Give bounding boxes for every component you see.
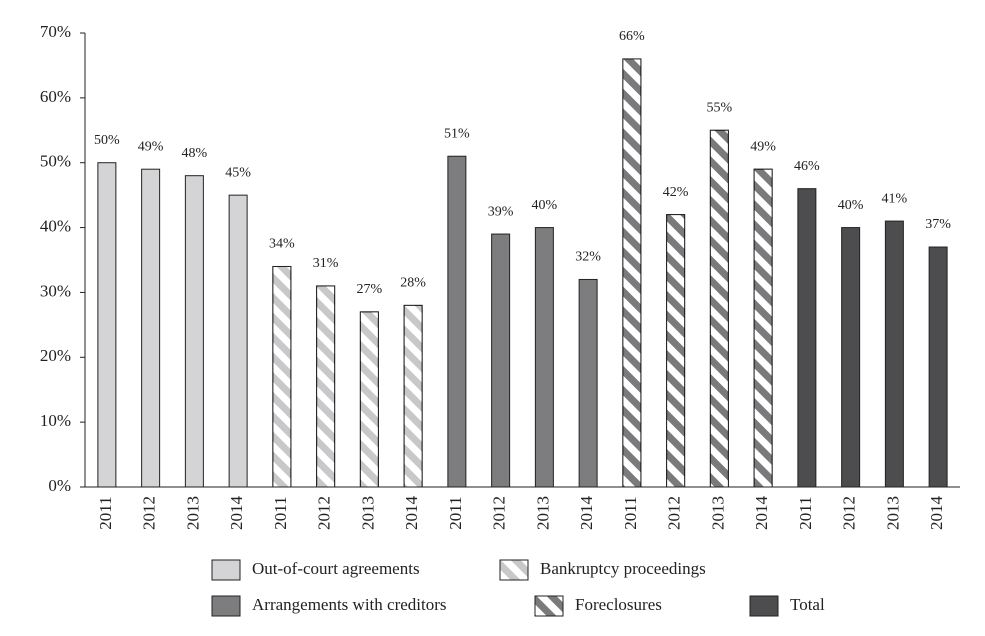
value-label: 55% (707, 101, 733, 116)
x-tick-label: 2014 (402, 496, 421, 531)
bar-group (228, 194, 248, 488)
value-label: 46% (794, 159, 820, 174)
x-tick-label: 2012 (315, 496, 334, 530)
bar (447, 155, 467, 488)
bar-group (97, 162, 117, 488)
value-label: 39% (488, 204, 514, 219)
legend-label: Out-of-court agreements (252, 559, 420, 578)
x-tick-label: 2013 (708, 496, 727, 530)
y-tick-label: 40% (40, 216, 71, 235)
legend-label: Total (790, 595, 825, 614)
x-tick-label: 2014 (577, 496, 596, 531)
legend-label: Foreclosures (575, 595, 662, 614)
bar-group (622, 58, 642, 488)
x-tick-label: 2012 (140, 496, 159, 530)
bar (184, 175, 204, 488)
legend-swatch (749, 595, 779, 617)
x-tick-label: 2011 (446, 496, 465, 529)
y-tick-label: 30% (40, 281, 71, 300)
bar-group (534, 227, 554, 488)
x-tick-label: 2011 (621, 496, 640, 529)
bar-group (272, 265, 292, 488)
value-label: 32% (575, 250, 601, 265)
x-tick-label: 2014 (227, 496, 246, 531)
x-tick-label: 2012 (840, 496, 859, 530)
x-tick-label: 2013 (533, 496, 552, 530)
bar-group (447, 155, 467, 488)
bar-group (666, 214, 686, 488)
y-tick-label: 70% (40, 22, 71, 41)
y-tick-label: 0% (48, 476, 71, 495)
bar-hatch (709, 129, 729, 488)
bar-hatch (753, 168, 773, 488)
bar-hatch (359, 311, 379, 488)
x-tick-label: 2013 (883, 496, 902, 530)
bar-group (359, 311, 379, 488)
value-label: 37% (925, 217, 951, 232)
value-label: 40% (532, 198, 558, 213)
x-tick-label: 2013 (358, 496, 377, 530)
bar (928, 246, 948, 488)
bar (141, 168, 161, 488)
bar-group (797, 188, 817, 488)
bar-group (578, 278, 598, 488)
bar (534, 227, 554, 488)
legend-label: Arrangements with creditors (252, 595, 447, 614)
value-label: 49% (138, 139, 164, 154)
value-label: 28% (400, 276, 426, 291)
x-tick-label: 2011 (271, 496, 290, 529)
value-label: 42% (663, 185, 689, 200)
value-label: 50% (94, 133, 120, 148)
value-label: 48% (182, 146, 208, 161)
value-label: 49% (750, 139, 776, 154)
bar (97, 162, 117, 488)
y-tick-label: 60% (40, 87, 71, 106)
bar-group (709, 129, 729, 488)
bar-group (884, 220, 904, 488)
bar-group (491, 233, 511, 488)
bar-group (753, 168, 773, 488)
legend-swatch (211, 559, 241, 581)
value-label: 51% (444, 126, 470, 141)
bar-group (316, 285, 336, 488)
value-label: 34% (269, 237, 295, 252)
bar-group (184, 175, 204, 488)
bar (884, 220, 904, 488)
y-tick-label: 10% (40, 411, 71, 430)
x-tick-label: 2013 (183, 496, 202, 530)
bar (578, 278, 598, 488)
bar (228, 194, 248, 488)
legend-swatch (211, 595, 241, 617)
bar-group (141, 168, 161, 488)
bar-group (403, 304, 423, 488)
bar-hatch (666, 214, 686, 488)
value-label: 27% (357, 282, 383, 297)
legend-swatch-hatch (534, 595, 564, 617)
bar (841, 227, 861, 488)
bar-group (928, 246, 948, 488)
value-label: 31% (313, 256, 339, 271)
legend-swatch-hatch (499, 559, 529, 581)
bar-hatch (316, 285, 336, 488)
bar (491, 233, 511, 488)
legend-label: Bankruptcy proceedings (540, 559, 706, 578)
x-tick-label: 2011 (96, 496, 115, 529)
bar (797, 188, 817, 488)
value-label: 66% (619, 29, 645, 44)
bar-hatch (403, 304, 423, 488)
x-tick-label: 2012 (665, 496, 684, 530)
value-label: 40% (838, 198, 864, 213)
y-tick-label: 50% (40, 152, 71, 171)
y-tick-label: 20% (40, 346, 71, 365)
bar-group (841, 227, 861, 488)
bar-hatch (272, 265, 292, 488)
x-tick-label: 2014 (927, 496, 946, 531)
x-tick-label: 2012 (490, 496, 509, 530)
value-label: 41% (882, 191, 908, 206)
bar-hatch (622, 58, 642, 488)
x-tick-label: 2014 (752, 496, 771, 531)
x-tick-label: 2011 (796, 496, 815, 529)
value-label: 45% (225, 165, 251, 180)
